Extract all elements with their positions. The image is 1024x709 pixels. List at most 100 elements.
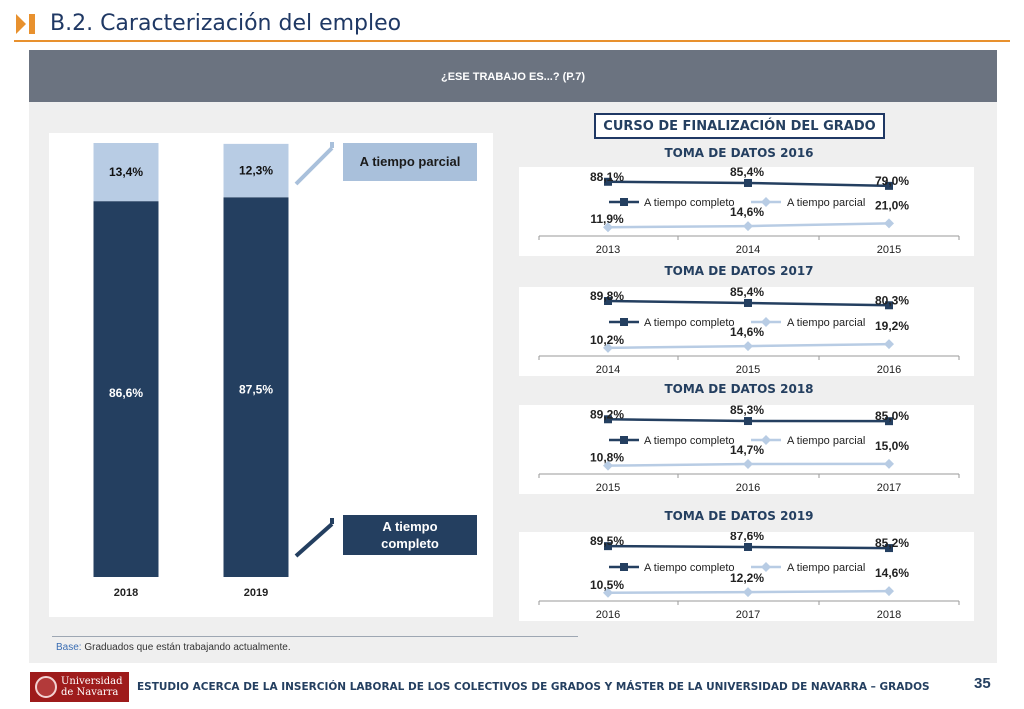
data-label-parcial-2015: 21,0% (875, 198, 909, 212)
line-chart-2017-svg: 89,8% 85,4% 80,3% 10,2% 14,6% 19,2% A tiempo c… (538, 287, 960, 376)
university-seal-icon (35, 676, 57, 698)
data-label-completo-2015: 79,0% (875, 174, 909, 188)
data-label-completo-2017: 87,6% (730, 532, 764, 543)
x-tick-2017: 2017 (736, 609, 760, 621)
data-label-parcial-2018: 14,6% (875, 566, 909, 580)
line-chart-2019-svg: 89,5% 87,6% 85,2% 10,5% 12,2% 14,6% A tiempo c… (538, 532, 960, 621)
marker-parcial-2017 (884, 458, 894, 469)
line-chart-2018: 89,2% 85,3% 85,0% 10,8% 14,7% 15,0% A tiempo c… (519, 405, 974, 494)
data-label-completo-2016: 80,3% (875, 293, 909, 307)
footer-text: ESTUDIO ACERCA DE LA INSERCIÓN LABORAL D… (137, 681, 930, 693)
marker-parcial-2016 (884, 339, 894, 350)
title-bar: B.2. Caracterización del empleo (14, 8, 1010, 42)
legend-label-completo: A tiempo completo (644, 317, 735, 329)
marker-parcial-2015 (884, 218, 894, 229)
bar-completo-2019 (223, 197, 289, 577)
line-chart-2018-svg: 89,2% 85,3% 85,0% 10,8% 14,7% 15,0% A tiempo c… (538, 405, 960, 494)
legend: A tiempo completo A tiempo parcial (609, 317, 865, 329)
x-tick-2019: 2019 (244, 587, 268, 599)
marker-parcial-2015 (743, 341, 753, 352)
legend: A tiempo completo A tiempo parcial (609, 435, 865, 447)
logo-line-1: Universidad (61, 676, 123, 687)
course-label-box: CURSO DE FINALIZACIÓN DEL GRADO (594, 113, 885, 139)
data-label-completo-2018: 85,2% (875, 536, 909, 550)
x-tick-2015: 2015 (596, 482, 620, 494)
legend-marker-parcial (761, 435, 771, 445)
page-title: B.2. Caracterización del empleo (50, 11, 402, 36)
data-label-parcial-2015: 14,6% (730, 325, 764, 339)
bar-label-completo-2019: 87,5% (239, 382, 273, 396)
callout-connectors (294, 142, 334, 558)
mini-chart-title-2016: TOMA DE DATOS 2016 (664, 146, 814, 160)
legend-label-completo: A tiempo completo (644, 562, 735, 574)
legend-marker-parcial (761, 317, 771, 327)
marker-completo-2016 (885, 301, 893, 310)
marker-completo-2016 (604, 542, 612, 551)
question-band: ¿ESE TRABAJO ES...? (P.7) (29, 50, 997, 102)
marker-completo-2017 (744, 542, 752, 551)
x-tick-2014: 2014 (736, 244, 760, 256)
data-label-completo-2014: 85,4% (730, 167, 764, 179)
marker-completo-2015 (604, 415, 612, 424)
logo-text: Universidad de Navarra (61, 676, 123, 698)
marker-completo-2013 (604, 177, 612, 186)
data-label-parcial-2017: 15,0% (875, 439, 909, 453)
marker-completo-2014 (744, 178, 752, 187)
marker-parcial-2018 (884, 586, 894, 597)
bar-label-parcial-2019: 12,3% (239, 164, 273, 178)
data-label-parcial-2015: 10,8% (590, 451, 624, 465)
chevron-bar-icon (16, 14, 35, 34)
data-label-completo-2015: 89,2% (590, 407, 624, 421)
legend: A tiempo completo A tiempo parcial (609, 562, 865, 574)
line-chart-2016: 88,1% 85,4% 79,0% 11,9% 14,6% 21,0% A tiempo c… (519, 167, 974, 256)
x-tick-2016: 2016 (736, 482, 760, 494)
marker-parcial-2013 (603, 222, 613, 233)
connector-completo-diagonal (294, 522, 334, 558)
x-tick-2013: 2013 (596, 244, 620, 256)
base-divider (52, 636, 578, 637)
data-label-completo-2013: 88,1% (590, 170, 624, 184)
legend-marker-completo (620, 563, 628, 571)
university-logo: Universidad de Navarra (30, 672, 129, 702)
page-number: 35 (974, 675, 991, 692)
legend-marker-parcial (761, 197, 771, 207)
line-chart-2017: 89,8% 85,4% 80,3% 10,2% 14,6% 19,2% A tiempo c… (519, 287, 974, 376)
base-text: Graduados que están trabajando actualmen… (81, 642, 291, 653)
marker-completo-2017 (885, 417, 893, 426)
x-tick-2016: 2016 (596, 609, 620, 621)
mini-chart-title-2019: TOMA DE DATOS 2019 (664, 509, 814, 523)
base-note: Base: Graduados que están trabajando act… (56, 642, 291, 653)
x-tick-2017: 2017 (877, 482, 901, 494)
marker-completo-2015 (885, 181, 893, 190)
legend-label-parcial: A tiempo parcial (787, 562, 865, 574)
legend-label-parcial: A tiempo parcial (787, 317, 865, 329)
legend-label-completo: A tiempo completo (644, 435, 735, 447)
x-tick-2018: 2018 (114, 587, 138, 599)
data-label-parcial-2014: 10,2% (590, 333, 624, 347)
legend-marker-completo (620, 436, 628, 444)
marker-parcial-2014 (603, 342, 613, 353)
bar-label-completo-2018: 86,6% (109, 386, 143, 400)
data-label-parcial-2013: 11,9% (590, 212, 624, 226)
marker-completo-2018 (885, 544, 893, 553)
x-tick-2016: 2016 (877, 364, 901, 376)
legend-label-completo: A tiempo completo (644, 197, 735, 209)
question-text: ¿ESE TRABAJO ES...? (P.7) (440, 71, 586, 83)
legend-marker-completo (620, 198, 628, 206)
data-label-completo-2016: 89,5% (590, 534, 624, 548)
data-label-completo-2014: 89,8% (590, 289, 624, 303)
legend-marker-parcial (761, 562, 771, 572)
callout-completo-label: A tiempo completo (381, 519, 439, 551)
bar-completo-2018 (93, 201, 159, 577)
x-tick-2015: 2015 (877, 244, 901, 256)
bar-label-parcial-2018: 13,4% (109, 165, 143, 179)
marker-parcial-2017 (743, 587, 753, 598)
marker-completo-2014 (604, 297, 612, 305)
data-label-completo-2016: 85,3% (730, 405, 764, 417)
marker-parcial-2016 (743, 459, 753, 470)
x-tick-2015: 2015 (736, 364, 760, 376)
data-label-parcial-2017: 12,2% (730, 571, 764, 585)
data-label-completo-2015: 85,4% (730, 287, 764, 299)
marker-parcial-2016 (603, 587, 613, 598)
base-label: Base: (56, 642, 82, 653)
